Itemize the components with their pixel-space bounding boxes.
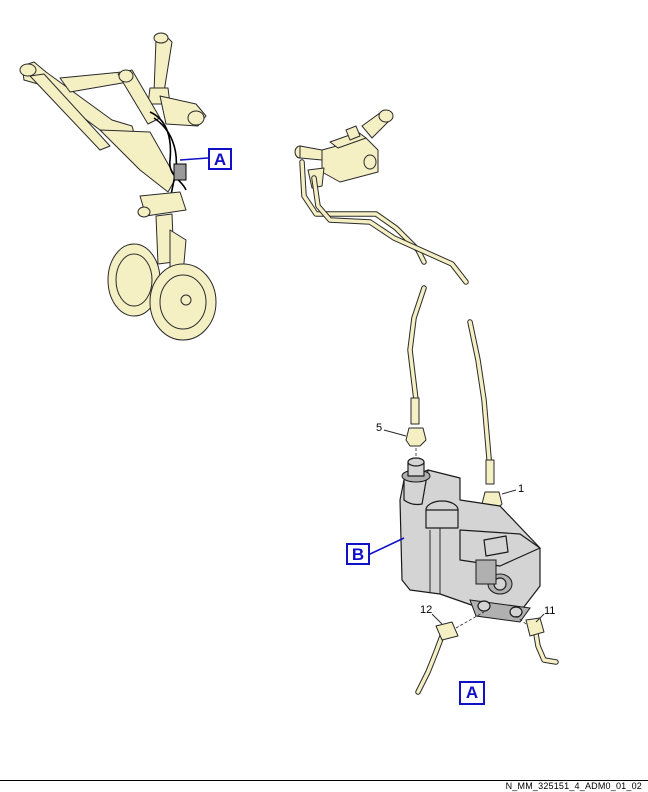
lower-fittings xyxy=(415,611,559,695)
item-number-11: 11 xyxy=(544,605,556,617)
callout-b: B xyxy=(346,543,370,565)
item-number-1: 1 xyxy=(518,483,525,495)
leader-line-11 xyxy=(535,613,545,623)
item-number-5: 5 xyxy=(376,422,383,434)
hydraulic-tubes xyxy=(299,159,503,540)
leader-line-1 xyxy=(501,489,517,495)
figure-reference: N_MM_325151_4_ADM0_01_02 xyxy=(505,781,642,791)
footer-rule xyxy=(0,780,648,781)
hydraulic-unit-b xyxy=(399,457,541,623)
landing-gear-assembly xyxy=(19,32,217,341)
leader-line-5 xyxy=(383,429,407,437)
item-number-12: 12 xyxy=(420,604,433,616)
selector-valve-block xyxy=(294,109,394,189)
callout-a-upper: A xyxy=(208,148,232,170)
leader-line-b xyxy=(367,537,405,556)
leader-line-12 xyxy=(431,613,443,625)
leader-line-a-upper xyxy=(179,157,209,161)
callout-a-lower: A xyxy=(459,681,485,705)
